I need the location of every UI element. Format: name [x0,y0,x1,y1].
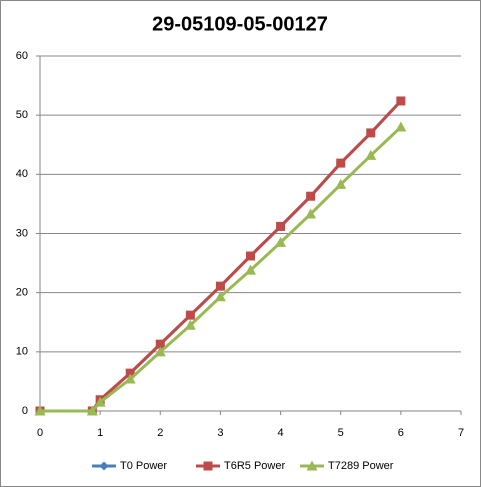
data-point [395,121,407,132]
data-point [275,236,287,247]
data-point [215,281,225,291]
x-tick-label: 1 [97,427,103,439]
x-tick-label: 4 [278,427,284,439]
data-point [184,319,196,330]
x-tick-label: 7 [458,427,464,439]
legend-marker [203,461,213,471]
data-point [246,251,255,261]
x-tick-label: 6 [398,427,404,439]
data-point [245,264,256,275]
chart-title: 29-05109-05-00127 [152,13,328,35]
data-point [366,128,376,138]
data-point [86,405,98,416]
y-tick-label: 20 [16,287,28,299]
y-tick-label: 30 [16,227,28,239]
y-tick-label: 0 [22,405,28,417]
data-point [185,310,195,320]
x-tick-label: 2 [157,427,163,439]
data-point [305,208,317,219]
data-point [125,368,135,378]
data-point [396,96,406,106]
x-tick-label: 5 [338,427,344,439]
x-tick-label: 3 [217,427,223,439]
data-point [306,191,316,201]
y-tick-label: 50 [16,109,28,121]
y-tick-label: 60 [16,50,28,62]
data-point [94,396,106,407]
data-point [336,158,346,168]
x-tick-label: 0 [37,427,43,439]
legend-label: T7289 Power [328,460,394,472]
data-point [155,339,165,349]
legend-label: T6R5 Power [224,460,285,472]
y-tick-label: 10 [16,346,28,358]
legend-label: T0 Power [120,460,167,472]
data-point [365,149,377,160]
data-point [154,346,166,357]
legend-marker [306,460,318,471]
data-point [276,221,286,231]
legend-marker [99,461,109,471]
data-point [214,291,226,302]
data-point [335,178,347,189]
y-tick-label: 40 [16,168,28,180]
data-point [34,405,46,416]
data-point [124,373,136,384]
